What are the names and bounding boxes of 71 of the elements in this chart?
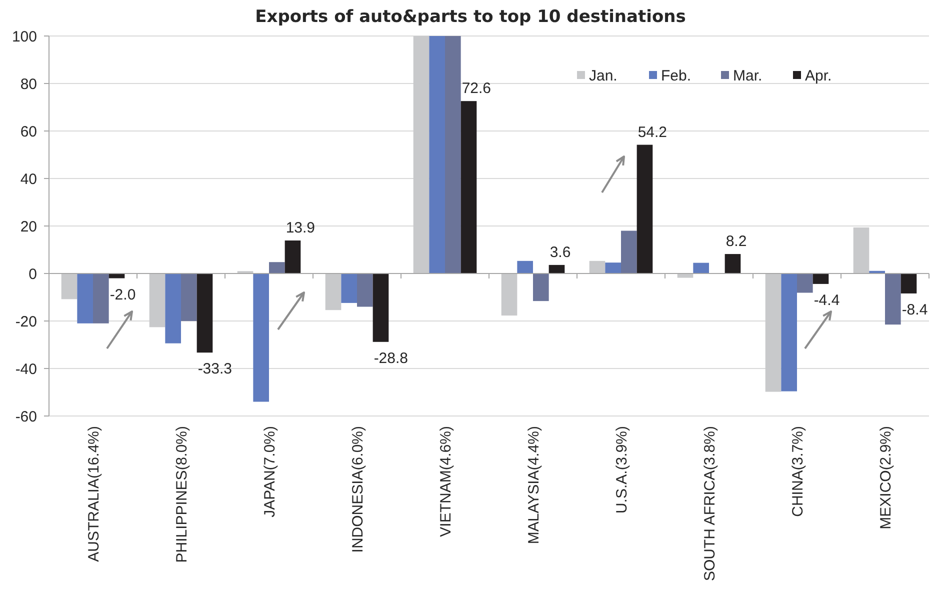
bar [196, 274, 213, 353]
bar [61, 274, 78, 300]
data-label: -2.0 [110, 286, 136, 304]
bar [781, 274, 797, 392]
bar [724, 254, 741, 274]
bar [548, 264, 565, 274]
x-tick-label: SOUTH AFRICA(3.8%) [701, 426, 718, 582]
data-label: 54.2 [638, 124, 668, 141]
bar [693, 262, 709, 274]
bar [589, 260, 606, 274]
y-tick-label: -60 [15, 408, 37, 426]
legend-label: Feb. [661, 67, 692, 84]
bar [812, 274, 829, 284]
bar [165, 274, 181, 344]
x-tick-label: U.S.A.(3.9%) [613, 426, 630, 514]
bar [797, 274, 813, 293]
bar [181, 274, 197, 321]
bar [677, 274, 694, 278]
y-tick-label: -40 [15, 360, 37, 378]
x-tick-label: MALAYSIA(4.4%) [525, 426, 542, 544]
bar [605, 262, 621, 274]
bar [341, 274, 357, 303]
y-tick-label: -20 [15, 313, 37, 330]
x-tick-label: MEXICO(2.9%) [877, 426, 894, 530]
bar [501, 274, 518, 316]
bar [77, 274, 93, 324]
data-label: -28.8 [374, 350, 408, 367]
y-tick-label: 20 [20, 218, 37, 236]
y-tick-label: 100 [12, 28, 37, 46]
bar [93, 274, 109, 324]
bar [357, 274, 373, 307]
data-label: 8.2 [726, 233, 747, 250]
x-tick-label: INDONESIA(6.0%) [349, 426, 366, 553]
data-label: 3.6 [550, 244, 571, 261]
bar [284, 240, 301, 274]
bar [149, 274, 166, 328]
data-label: 72.6 [462, 80, 492, 98]
bar [853, 227, 870, 274]
data-label: 13.9 [286, 219, 316, 236]
y-tick-label: 60 [20, 123, 37, 140]
x-tick-label: PHILIPPINES(8.0%) [173, 426, 190, 563]
x-tick-label: AUSTRALIA(16.4%) [85, 426, 102, 562]
bar [765, 274, 782, 392]
chart-title: Exports of auto&parts to top 10 destinations [255, 7, 686, 27]
data-label: -4.4 [814, 292, 840, 309]
bar [517, 260, 533, 274]
legend-label: Apr. [805, 67, 832, 84]
y-tick-label: 80 [20, 76, 37, 93]
data-label: -33.3 [198, 360, 232, 378]
bar [885, 274, 901, 325]
y-tick-label: 40 [20, 170, 37, 188]
bar [621, 230, 637, 274]
x-tick-label: VIETNAM(4.6%) [437, 426, 454, 537]
bar [269, 262, 285, 274]
bar [253, 274, 269, 402]
bar [636, 144, 653, 274]
bar [533, 274, 549, 302]
bar [460, 101, 477, 274]
bar [325, 274, 342, 310]
bar [372, 274, 389, 342]
y-tick-label: 0 [28, 266, 37, 283]
legend-label: Mar. [733, 67, 762, 84]
bar [445, 36, 461, 274]
x-tick-label: CHINA(3.7%) [789, 426, 806, 517]
data-label: -8.4 [902, 301, 928, 318]
bar [108, 274, 125, 278]
bar [900, 274, 917, 294]
x-tick-label: JAPAN(7.0%) [261, 426, 278, 518]
legend-label: Jan. [589, 67, 618, 84]
bar [429, 36, 445, 274]
bar [413, 36, 430, 274]
